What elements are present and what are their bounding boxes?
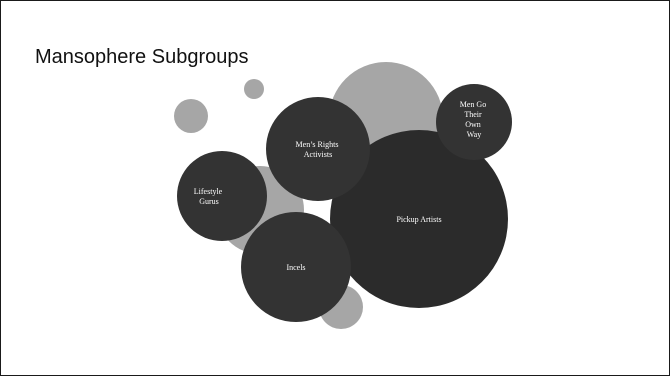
bubble-pickup-artists: Pickup Artists [330, 130, 508, 308]
slide-title: Mansophere Subgroups [35, 46, 249, 68]
bubble-men-go-their-own-way-label-line-2: Their [464, 110, 482, 119]
bubble-mens-rights-activists-label-line-2: Activists [304, 150, 332, 159]
bubble-mens-rights-activists-label: Men’s Rights Activists [296, 140, 341, 159]
decorative-bubble-tiny [244, 79, 264, 99]
bubble-mens-rights-activists: Men’s Rights Activists [266, 97, 370, 201]
bubble-men-go-their-own-way: Men Go Their Own Way [436, 84, 512, 160]
bubble-incels-label-line-1: Incels [286, 263, 305, 272]
bubble-incels-label: Incels [286, 263, 305, 272]
bubble-men-go-their-own-way-label-line-3: Own [465, 120, 481, 129]
decorative-bubble-small-left [174, 99, 208, 133]
bubble-lifestyle-gurus-label: Lifestyle Gurus [194, 187, 224, 206]
bubble-incels: Incels [241, 212, 351, 322]
bubble-lifestyle-gurus-label-line-2: Gurus [199, 197, 219, 206]
bubble-men-go-their-own-way-label-line-4: Way [467, 130, 481, 139]
bubble-pickup-artists-circle [330, 130, 508, 308]
bubble-incels-circle [241, 212, 351, 322]
bubble-pickup-artists-label: Pickup Artists [396, 215, 441, 224]
bubble-pickup-artists-label-line-1: Pickup Artists [396, 215, 441, 224]
bubble-mens-rights-activists-circle [266, 97, 370, 201]
bubble-men-go-their-own-way-circle [436, 84, 512, 160]
bubble-men-go-their-own-way-label-line-1: Men Go [460, 100, 486, 109]
bubble-lifestyle-gurus-label-line-1: Lifestyle [194, 187, 223, 196]
bubble-mens-rights-activists-label-line-1: Men’s Rights [296, 140, 339, 149]
bubble-men-go-their-own-way-label: Men Go Their Own Way [460, 100, 488, 139]
bubble-lifestyle-gurus: Lifestyle Gurus [177, 151, 267, 241]
bubble-lifestyle-gurus-circle [177, 151, 267, 241]
